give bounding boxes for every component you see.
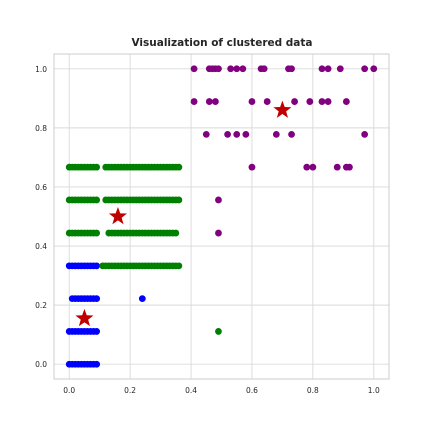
data-point [370,65,378,73]
data-point [175,262,183,270]
y-tick-label: 1.0 [35,65,47,74]
data-point [175,196,183,204]
x-tick-label: 0.4 [185,386,197,395]
data-point [215,229,222,237]
data-point [346,163,353,171]
data-point [288,65,295,73]
data-point [93,295,101,303]
data-point [318,65,326,73]
data-point [318,98,326,105]
data-point [175,163,183,171]
data-point [172,229,180,237]
y-tick-label: 0.8 [35,124,47,133]
data-point [288,130,295,138]
y-tick-label: 0.4 [35,242,47,251]
data-point [215,328,222,335]
x-tick-label: 0.0 [63,386,75,395]
y-tick-label: 0.6 [35,183,47,192]
data-point [93,328,101,335]
data-point [242,130,250,138]
data-point [272,130,280,138]
data-point [342,98,350,105]
data-point [224,130,231,138]
data-point [361,130,369,138]
plot-frame [53,53,390,380]
x-tick-label: 0.8 [307,386,319,395]
data-point [93,360,101,368]
data-point [138,295,146,303]
centroid-star [108,207,127,225]
data-point [361,65,369,73]
data-point [239,65,247,73]
data-point [248,98,256,105]
data-point [93,163,101,171]
cluster-centroids [75,100,292,327]
x-tick-label: 0.6 [246,386,258,395]
data-point [291,98,298,105]
data-point [233,65,241,73]
data-point [93,196,101,204]
chart-title: Visualization of clustered data [131,37,312,49]
tick-labels: 0.0 0.2 0.4 0.6 0.8 1.0 0.0 0.2 0.4 0.6 0.8 1.0 [35,65,380,395]
data-point [212,98,219,105]
x-tick-label: 0.2 [124,386,136,395]
data-points [65,65,378,368]
data-point [324,98,332,105]
grid-lines [54,54,389,379]
data-point [260,65,268,73]
data-point [227,65,235,73]
y-tick-label: 0.0 [35,360,47,369]
data-point [215,196,222,204]
data-point [205,98,213,105]
data-point [190,65,198,73]
data-point [190,98,198,105]
data-point [263,98,271,105]
data-point [93,229,101,237]
data-point [324,65,332,73]
data-point [93,262,101,270]
data-point [233,130,241,138]
data-point [306,98,314,105]
data-point [215,65,222,73]
data-point [303,163,311,171]
x-tick-label: 1.0 [368,386,380,395]
data-point [333,163,341,171]
data-point [336,65,344,73]
data-point [309,163,317,171]
centroid-star [273,100,292,118]
data-point [202,130,210,138]
centroid-star [75,308,94,327]
data-point [248,163,256,171]
y-tick-label: 0.2 [35,301,47,310]
